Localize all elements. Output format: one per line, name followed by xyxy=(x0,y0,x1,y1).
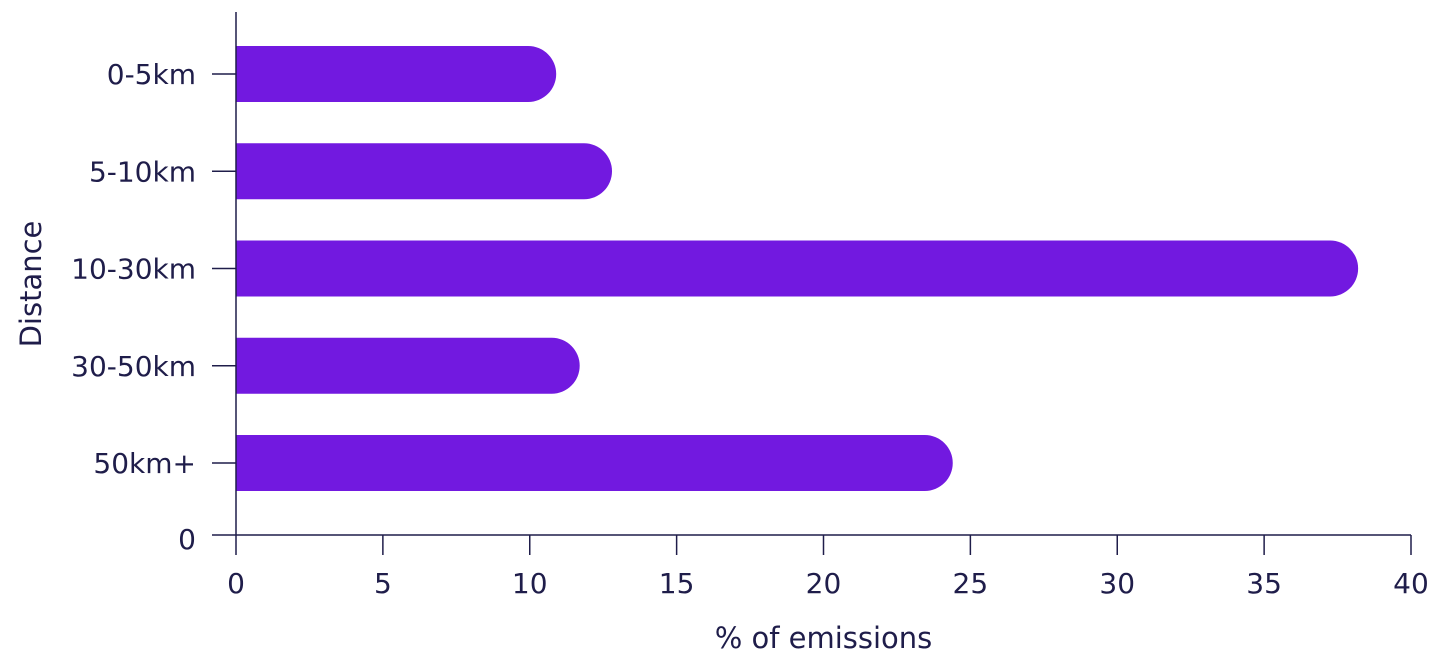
y-tick-label: 0-5km xyxy=(107,58,196,91)
x-axis-ticks: 0 5 10 15 20 25 30 35 40 xyxy=(227,535,1429,600)
y-axis-title: Distance xyxy=(14,221,48,348)
x-tick-label: 0 xyxy=(227,567,245,600)
y-tick-label: 5-10km xyxy=(89,155,196,188)
y-tick-label: 50km+ xyxy=(93,447,196,480)
x-tick-label: 35 xyxy=(1246,567,1282,600)
bar-5-10km xyxy=(236,143,612,200)
x-tick-label: 25 xyxy=(953,567,989,600)
x-tick-label: 15 xyxy=(659,567,695,600)
y-tick-label: 10-30km xyxy=(71,253,196,286)
y-axis-ticks: 0-5km 5-10km 10-30km 30-50km 50km+ xyxy=(71,58,236,536)
bar-50km+ xyxy=(236,435,953,491)
x-tick-label: 10 xyxy=(512,567,548,600)
bar-0-5km xyxy=(236,46,557,102)
bars xyxy=(236,46,1359,491)
x-tick-label: 5 xyxy=(374,567,392,600)
x-axis-title: % of emissions xyxy=(715,621,933,655)
x-tick-label: 20 xyxy=(806,567,842,600)
y-zero-label: 0 xyxy=(178,523,196,556)
y-tick-label: 30-50km xyxy=(71,350,196,383)
x-tick-label: 30 xyxy=(1099,567,1135,600)
bar-30-50km xyxy=(236,337,580,394)
bar-10-30km xyxy=(236,240,1359,297)
x-tick-label: 40 xyxy=(1393,567,1429,600)
